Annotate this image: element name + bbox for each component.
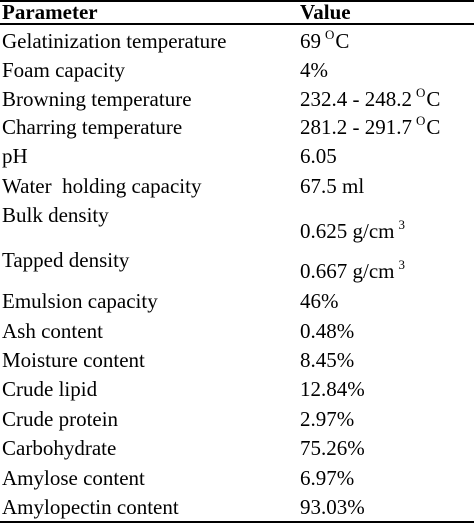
value-cell: 281.2 - 291.7 OC [300, 113, 441, 142]
superscript: 3 [398, 217, 406, 232]
value-text: 232.4 - 248.2 [300, 87, 412, 111]
value-cell: 12.84% [300, 377, 365, 401]
parameter-cell: Browning temperature [2, 87, 192, 111]
value-cell: 93.03% [300, 495, 365, 519]
value-text: 6.97% [300, 466, 355, 490]
value-cell: 232.4 - 248.2 OC [300, 85, 441, 114]
value-cell: 0.625 g/cm 3 [300, 217, 406, 246]
top-rule [0, 0, 474, 2]
parameter-cell: Amylopectin content [2, 495, 179, 519]
parameter-cell: Crude protein [2, 407, 119, 431]
parameter-cell: Amylose content [2, 466, 145, 490]
value-text: 2.97% [300, 407, 355, 431]
unit: C [426, 87, 441, 111]
value-text: 93.03% [300, 495, 365, 519]
parameter-cell: Gelatinization temperature [2, 29, 227, 53]
parameter-cell: Crude lipid [2, 377, 98, 401]
value-cell: 6.05 [300, 144, 337, 168]
parameter-cell: Water holding capacity [2, 174, 202, 198]
value-text: 4% [300, 58, 328, 82]
parameter-cell: Emulsion capacity [2, 289, 158, 313]
bottom-rule [0, 521, 474, 523]
value-text: 69 [300, 29, 321, 53]
value-text: 12.84% [300, 377, 365, 401]
header-cell: Parameter [2, 0, 98, 24]
value-text: 0.625 g/cm [300, 219, 395, 243]
parameter-cell: Carbohydrate [2, 436, 117, 460]
value-cell: 2.97% [300, 407, 354, 431]
unit: C [426, 115, 441, 139]
parameter-cell: Tapped density [2, 248, 130, 272]
value-text: 0.48% [300, 319, 355, 343]
value-cell: 67.5 ml [300, 174, 364, 198]
value-cell: 0.667 g/cm 3 [300, 257, 406, 286]
value-cell: 6.97% [300, 466, 354, 490]
superscript: O [416, 113, 426, 128]
parameter-cell: Bulk density [2, 203, 109, 227]
value-text: 281.2 - 291.7 [300, 115, 412, 139]
value-cell: 8.45% [300, 348, 354, 372]
value-text: 75.26% [300, 436, 365, 460]
parameter-cell: Foam capacity [2, 58, 126, 82]
parameter-cell: Moisture content [2, 348, 145, 372]
parameter-cell: pH [2, 144, 28, 168]
value-text: 0.667 g/cm [300, 259, 395, 283]
value-text: 6.05 [300, 144, 337, 168]
value-text: 67.5 ml [300, 174, 365, 198]
value-cell: 0.48% [300, 319, 354, 343]
superscript: O [325, 27, 335, 42]
value-cell: 4% [300, 58, 328, 82]
parameter-cell: Ash content [2, 319, 103, 343]
unit: C [335, 29, 350, 53]
superscript: 3 [398, 257, 406, 272]
header-cell: Value [300, 0, 351, 24]
value-cell: 75.26% [300, 436, 365, 460]
value-text: 46% [300, 289, 339, 313]
value-cell: 69 OC [300, 27, 350, 56]
parameter-cell: Charring temperature [2, 115, 183, 139]
value-text: 8.45% [300, 348, 355, 372]
value-cell: 46% [300, 289, 339, 313]
header-rule [0, 23, 474, 25]
superscript: O [416, 85, 426, 100]
